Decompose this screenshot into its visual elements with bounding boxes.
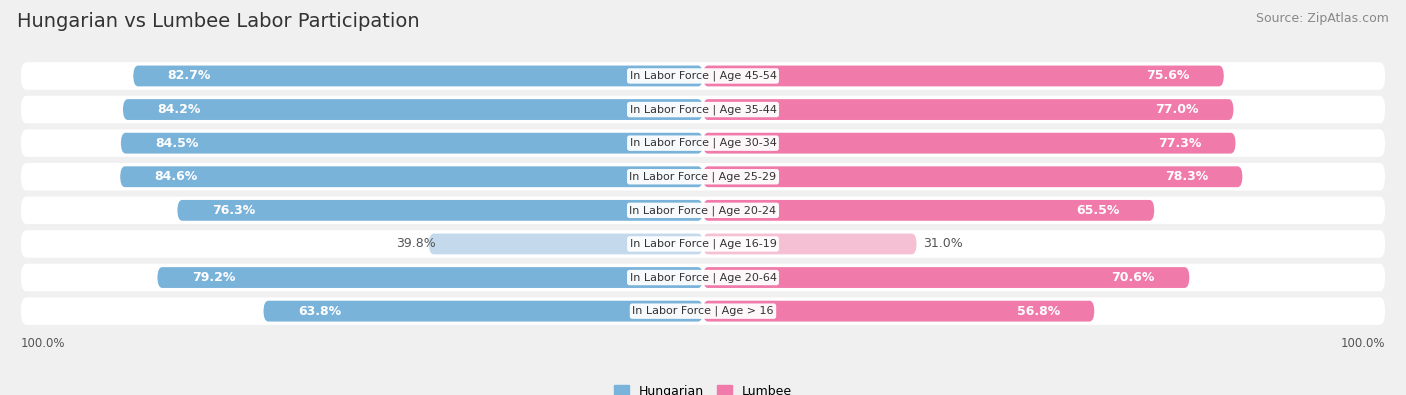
Text: 78.3%: 78.3% [1164, 170, 1208, 183]
Text: In Labor Force | Age 20-64: In Labor Force | Age 20-64 [630, 272, 776, 283]
FancyBboxPatch shape [177, 200, 703, 221]
FancyBboxPatch shape [21, 96, 1385, 123]
Text: In Labor Force | Age 20-24: In Labor Force | Age 20-24 [630, 205, 776, 216]
Text: 84.6%: 84.6% [155, 170, 198, 183]
FancyBboxPatch shape [703, 233, 917, 254]
Text: In Labor Force | Age 45-54: In Labor Force | Age 45-54 [630, 71, 776, 81]
Text: 75.6%: 75.6% [1146, 70, 1189, 83]
Text: Source: ZipAtlas.com: Source: ZipAtlas.com [1256, 12, 1389, 25]
FancyBboxPatch shape [21, 264, 1385, 292]
FancyBboxPatch shape [120, 166, 703, 187]
FancyBboxPatch shape [703, 301, 1094, 322]
FancyBboxPatch shape [21, 230, 1385, 258]
Text: 84.2%: 84.2% [157, 103, 201, 116]
FancyBboxPatch shape [21, 297, 1385, 325]
FancyBboxPatch shape [121, 133, 703, 154]
Text: 100.0%: 100.0% [21, 337, 66, 350]
Text: In Labor Force | Age 16-19: In Labor Force | Age 16-19 [630, 239, 776, 249]
Text: 56.8%: 56.8% [1017, 305, 1060, 318]
Text: In Labor Force | Age > 16: In Labor Force | Age > 16 [633, 306, 773, 316]
Text: In Labor Force | Age 35-44: In Labor Force | Age 35-44 [630, 104, 776, 115]
Text: In Labor Force | Age 25-29: In Labor Force | Age 25-29 [630, 171, 776, 182]
Text: 77.0%: 77.0% [1156, 103, 1199, 116]
FancyBboxPatch shape [157, 267, 703, 288]
FancyBboxPatch shape [703, 166, 1243, 187]
FancyBboxPatch shape [263, 301, 703, 322]
Text: 79.2%: 79.2% [191, 271, 235, 284]
FancyBboxPatch shape [21, 163, 1385, 190]
Text: 82.7%: 82.7% [167, 70, 211, 83]
FancyBboxPatch shape [703, 200, 1154, 221]
Text: 100.0%: 100.0% [1340, 337, 1385, 350]
FancyBboxPatch shape [703, 99, 1233, 120]
Text: 65.5%: 65.5% [1077, 204, 1119, 217]
Text: 84.5%: 84.5% [155, 137, 198, 150]
FancyBboxPatch shape [21, 62, 1385, 90]
FancyBboxPatch shape [703, 267, 1189, 288]
FancyBboxPatch shape [122, 99, 703, 120]
Text: 76.3%: 76.3% [212, 204, 254, 217]
Text: In Labor Force | Age 30-34: In Labor Force | Age 30-34 [630, 138, 776, 149]
FancyBboxPatch shape [429, 233, 703, 254]
Text: 77.3%: 77.3% [1157, 137, 1201, 150]
FancyBboxPatch shape [21, 130, 1385, 157]
FancyBboxPatch shape [703, 66, 1223, 87]
Legend: Hungarian, Lumbee: Hungarian, Lumbee [614, 385, 792, 395]
Text: 70.6%: 70.6% [1112, 271, 1154, 284]
Text: 63.8%: 63.8% [298, 305, 342, 318]
FancyBboxPatch shape [703, 133, 1236, 154]
Text: Hungarian vs Lumbee Labor Participation: Hungarian vs Lumbee Labor Participation [17, 12, 419, 31]
FancyBboxPatch shape [21, 197, 1385, 224]
Text: 39.8%: 39.8% [396, 237, 436, 250]
FancyBboxPatch shape [134, 66, 703, 87]
Text: 31.0%: 31.0% [924, 237, 963, 250]
